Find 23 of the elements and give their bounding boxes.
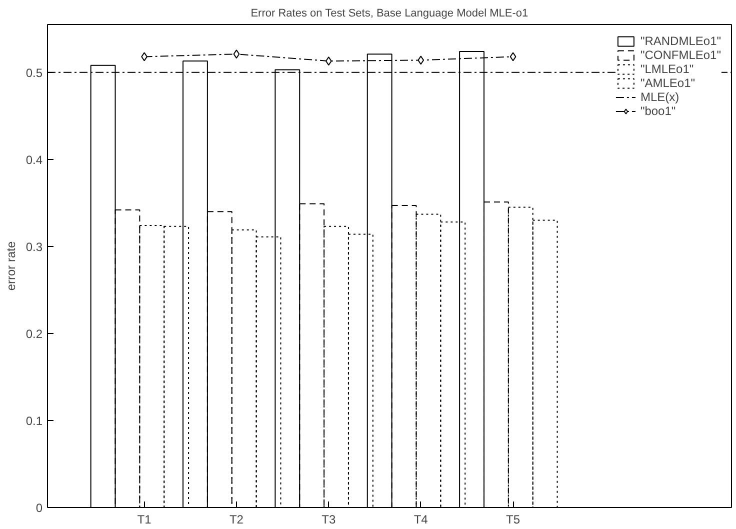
x-tick-label: T2 (229, 512, 244, 526)
legend-label: "boo1" (640, 104, 676, 118)
legend-label: "CONFMLEo1" (640, 48, 721, 62)
point (233, 50, 240, 59)
legend-label: MLE(x) (640, 90, 680, 104)
point (510, 52, 516, 62)
y-tick-label: 0.3 (26, 240, 43, 254)
chart-title: Error Rates on Test Sets, Base Language Model MLE-o1 (250, 8, 528, 20)
x-tick-label: T4 (414, 512, 428, 526)
legend-label: "LMLEo1" (640, 62, 694, 76)
legend-label: "RANDMLEo1" (640, 34, 721, 48)
x-tick-label: T3 (322, 512, 336, 526)
y-tick-label: 0.2 (26, 326, 43, 341)
point (325, 56, 332, 66)
x-tick-label: T1 (137, 512, 152, 526)
x-tick-label: T5 (506, 512, 520, 526)
point (418, 56, 424, 65)
y-tick-label: 0.4 (26, 152, 43, 167)
y-axis-title: error rate (4, 241, 18, 291)
y-tick-label: 0.1 (26, 414, 43, 428)
y-tick-label: 0 (36, 501, 43, 515)
y-tick-label: 0.5 (26, 66, 43, 80)
legend-label: "AMLEo1" (640, 76, 695, 90)
